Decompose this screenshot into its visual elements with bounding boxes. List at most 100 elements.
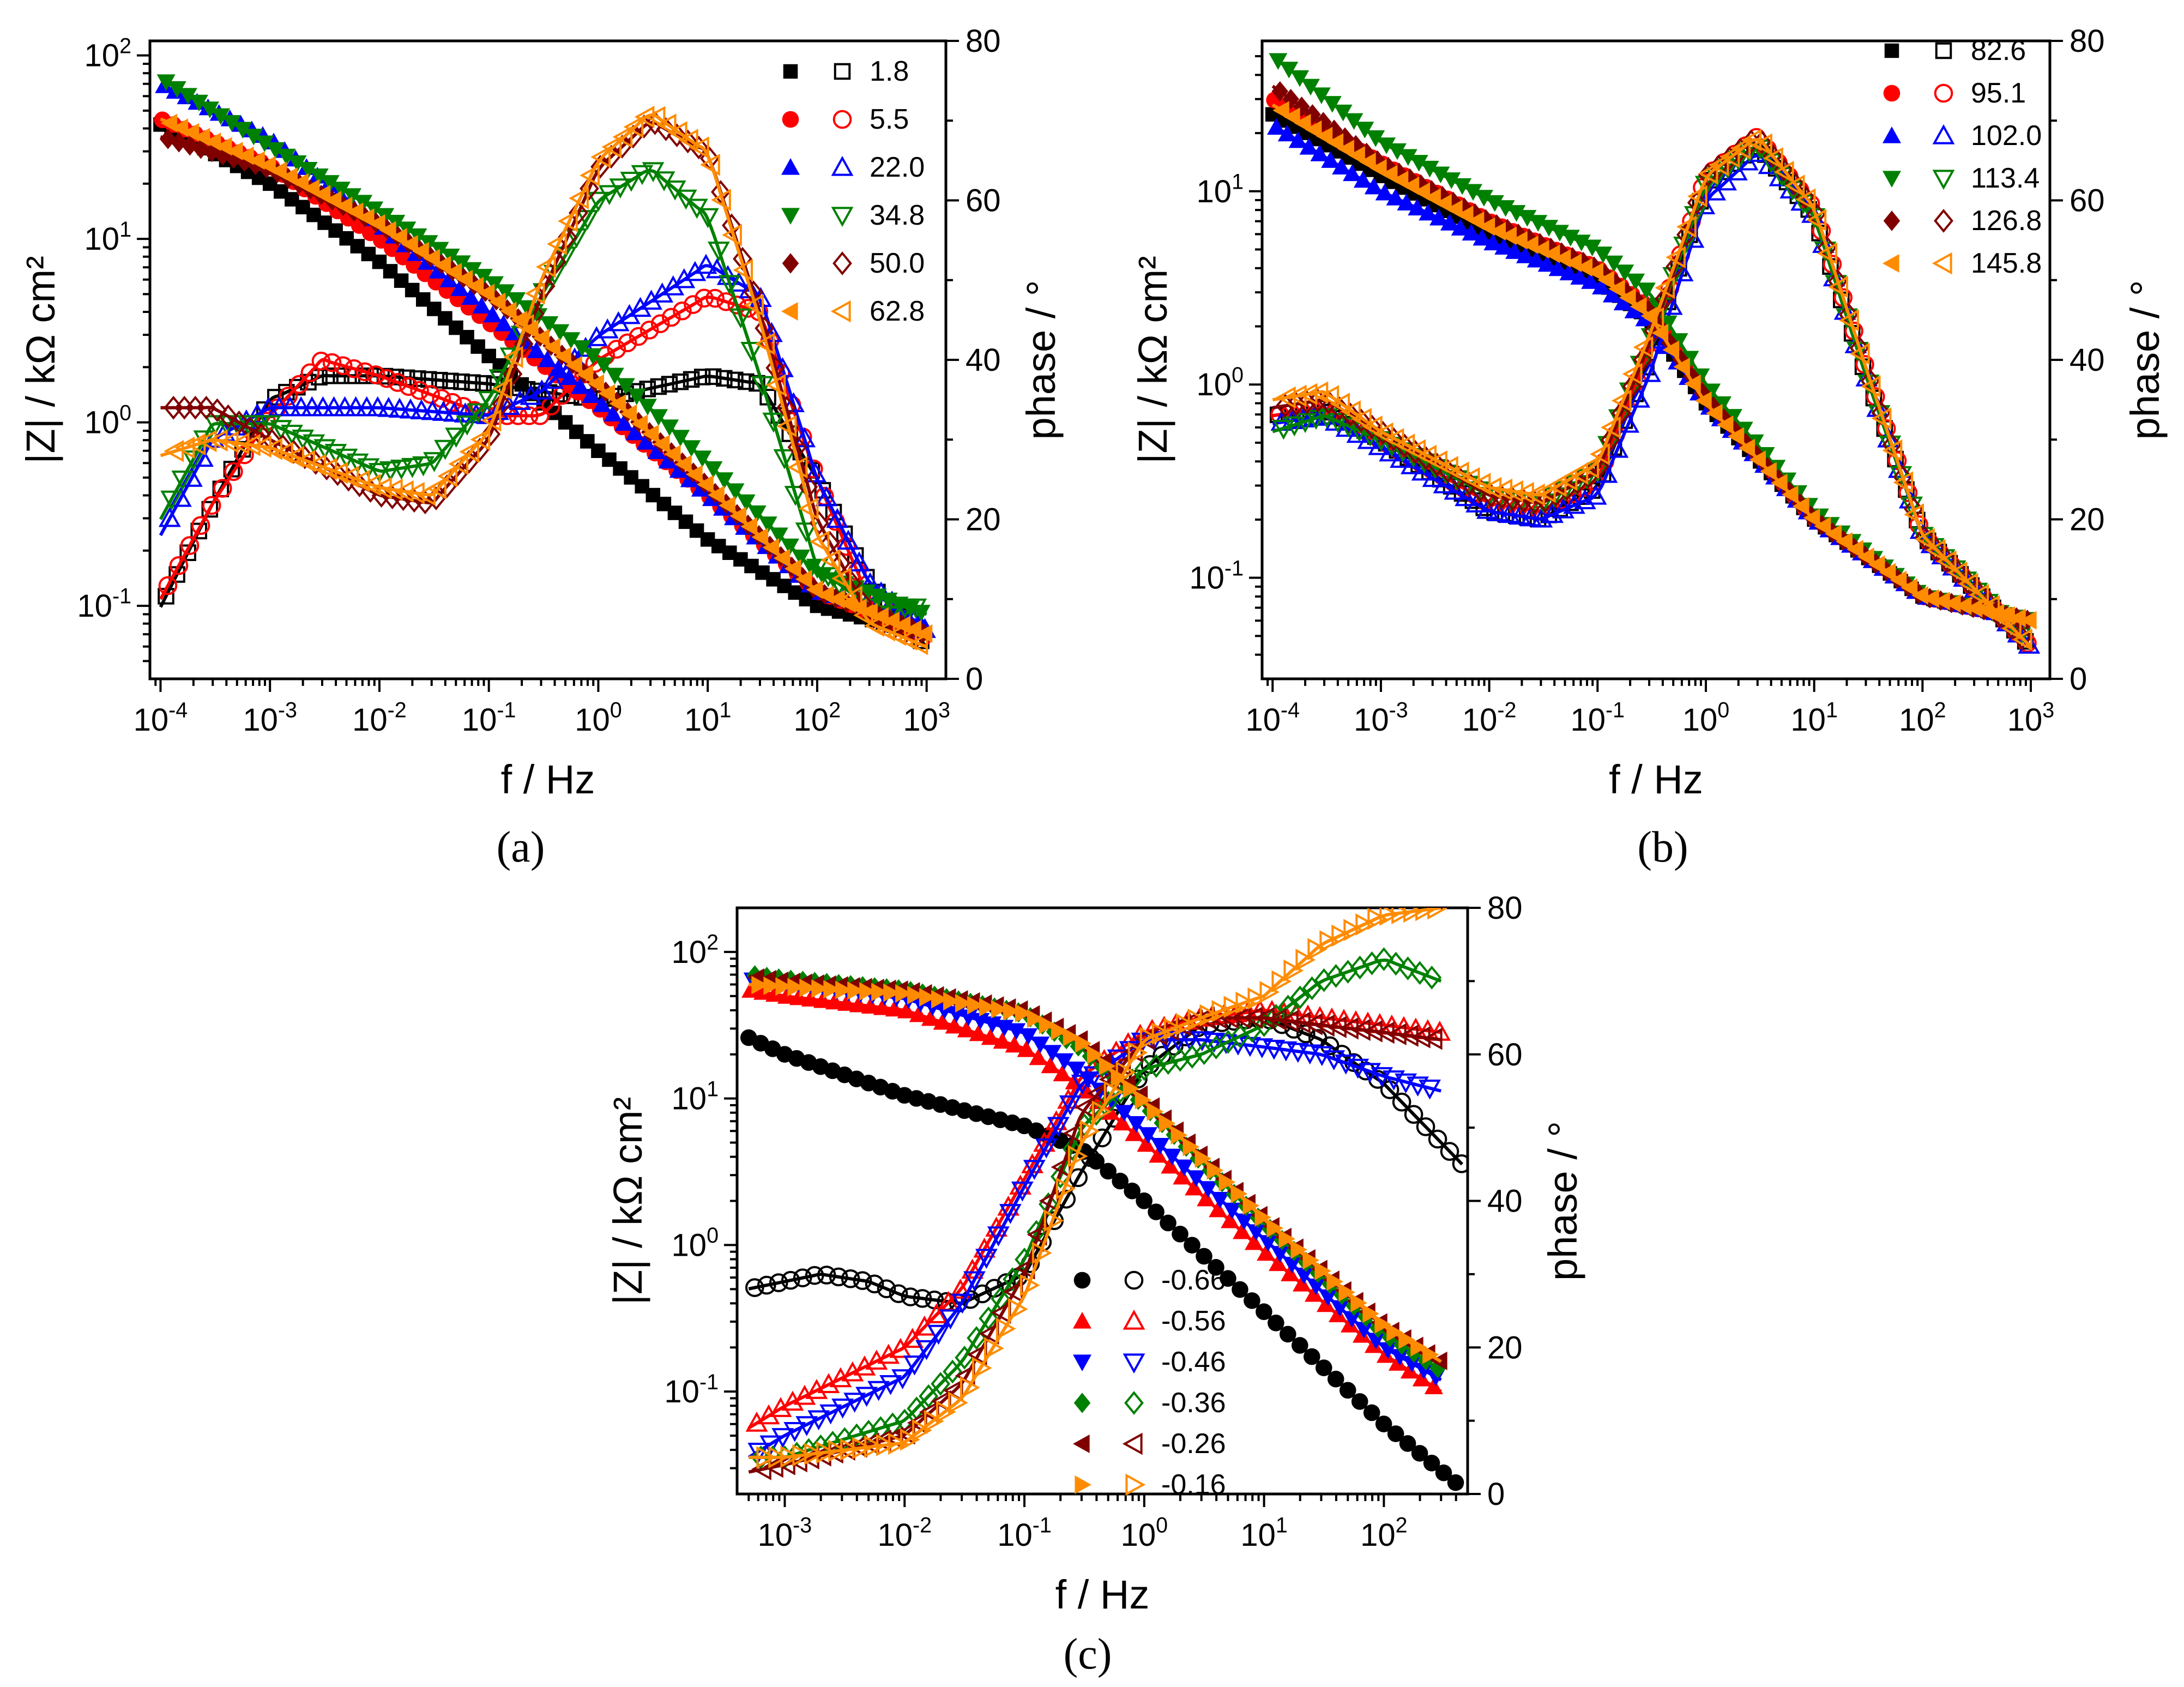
- modulus-data-point: [1548, 259, 1567, 276]
- phase-data-point: [999, 1204, 1022, 1224]
- modulus-data-point: [653, 435, 670, 454]
- modulus-data-point: [751, 975, 768, 995]
- phase-data-point: [729, 308, 752, 329]
- modulus-data-point: [1196, 1248, 1212, 1265]
- phase-data-point: [514, 332, 534, 356]
- phase-data-point: [886, 623, 907, 646]
- modulus-data-point: [1344, 113, 1364, 130]
- phase-data-point: [443, 401, 466, 422]
- phase-data-point: [662, 308, 681, 327]
- modulus-data-point: [708, 485, 725, 504]
- modulus-data-point: [1267, 118, 1286, 135]
- legend-filled-marker: [1073, 1272, 1091, 1289]
- phase-data-point: [708, 242, 730, 262]
- phase-data-point: [1302, 976, 1322, 1001]
- legend-filled-marker: [1073, 1393, 1091, 1413]
- modulus-data-point: [604, 405, 623, 421]
- modulus-data-point: [331, 182, 351, 198]
- phase-data-point: [672, 373, 689, 390]
- phase-data-point: [535, 256, 556, 278]
- modulus-data-point: [777, 987, 796, 1004]
- modulus-data-point: [1314, 1261, 1331, 1280]
- phase-data-point: [158, 507, 181, 527]
- modulus-data-point: [943, 992, 960, 1011]
- phase-data-point: [388, 397, 411, 418]
- modulus-data-point: [1602, 285, 1621, 303]
- phase-data-point: [520, 384, 542, 405]
- modulus-data-point: [1183, 1137, 1200, 1156]
- modulus-data-point: [1857, 547, 1874, 567]
- phase-data-point: [784, 486, 807, 506]
- phase-data-point: [948, 1391, 968, 1414]
- phase-data-point: [1263, 1040, 1286, 1060]
- phase-data-point: [1272, 419, 1295, 440]
- modulus-data-point: [825, 992, 844, 1010]
- modulus-data-point: [1330, 1300, 1349, 1317]
- x-tick-label: 101: [1240, 1514, 1287, 1553]
- x-axis-title: f / Hz: [1055, 1572, 1150, 1617]
- phase-data-point: [1251, 1038, 1274, 1058]
- modulus-data-point: [1431, 166, 1450, 184]
- phase-data-point: [1655, 276, 1675, 299]
- modulus-data-point: [167, 81, 186, 98]
- y-right-tick-label: 60: [2070, 183, 2105, 219]
- modulus-data-point: [1208, 1259, 1224, 1276]
- phase-data-point: [1403, 908, 1423, 923]
- phase-data-point: [804, 1443, 825, 1465]
- phase-data-point: [240, 417, 260, 441]
- modulus-data-point: [1684, 374, 1701, 393]
- legend-open-marker: [1932, 170, 1955, 190]
- modulus-data-point: [1911, 586, 1928, 605]
- phase-data-point: [1763, 147, 1783, 170]
- phase-data-point: [1283, 416, 1306, 437]
- phase-data-point: [897, 628, 918, 651]
- legend-open-marker: [834, 63, 851, 80]
- modulus-data-point: [1412, 1369, 1431, 1387]
- modulus-data-point: [1075, 1034, 1092, 1053]
- phase-data-point: [683, 371, 700, 388]
- phase-data-point: [541, 369, 564, 389]
- modulus-data-point: [1005, 1035, 1024, 1053]
- legend-filled-marker: [1883, 171, 1901, 188]
- modulus-data-point: [1039, 1015, 1056, 1034]
- legend-open-marker: [1125, 1473, 1146, 1496]
- phase-data-point: [1271, 970, 1292, 993]
- modulus-data-point: [2009, 608, 2026, 628]
- phase-data-point: [390, 459, 413, 480]
- modulus-data-point: [379, 221, 396, 240]
- modulus-data-point: [1435, 1464, 1452, 1481]
- phase-data-point: [311, 396, 334, 417]
- modulus-data-point: [627, 388, 646, 406]
- phase-data-point: [738, 373, 755, 390]
- modulus-data-point: [753, 983, 773, 1000]
- modulus-data-point: [233, 122, 252, 139]
- phase-data-point: [623, 116, 644, 138]
- phase-data-point: [415, 483, 436, 506]
- phase-data-point: [1715, 170, 1737, 191]
- x-tick-label: 103: [903, 698, 950, 738]
- modulus-data-point: [1387, 1425, 1404, 1442]
- y-right-tick-label: 20: [2070, 502, 2105, 538]
- modulus-data-point: [921, 1009, 940, 1026]
- legend-filled-marker: [1073, 1312, 1091, 1329]
- modulus-data-point: [1290, 70, 1310, 87]
- modulus-data-point: [288, 155, 307, 172]
- phase-data-point: [437, 465, 458, 487]
- modulus-data-point: [1283, 107, 1300, 126]
- phase-data-point: [776, 415, 797, 438]
- phase-data-point: [453, 373, 470, 390]
- modulus-data-point: [915, 624, 933, 643]
- modulus-data-point: [571, 377, 590, 394]
- modulus-data-point: [1328, 1305, 1347, 1323]
- phase-data-point: [996, 1317, 1016, 1340]
- x-tick-label: 10-2: [1462, 698, 1517, 738]
- y-left-tick-label: 10-1: [1189, 556, 1244, 595]
- modulus-data-point: [773, 549, 791, 568]
- series--0.16: [749, 908, 1447, 1469]
- modulus-data-point: [740, 517, 758, 536]
- modulus-fit-line: [160, 123, 927, 636]
- phase-data-point: [180, 536, 200, 555]
- phase-data-point: [1411, 460, 1434, 481]
- y-right-tick-label: 20: [966, 502, 1001, 538]
- phase-data-point: [684, 295, 703, 314]
